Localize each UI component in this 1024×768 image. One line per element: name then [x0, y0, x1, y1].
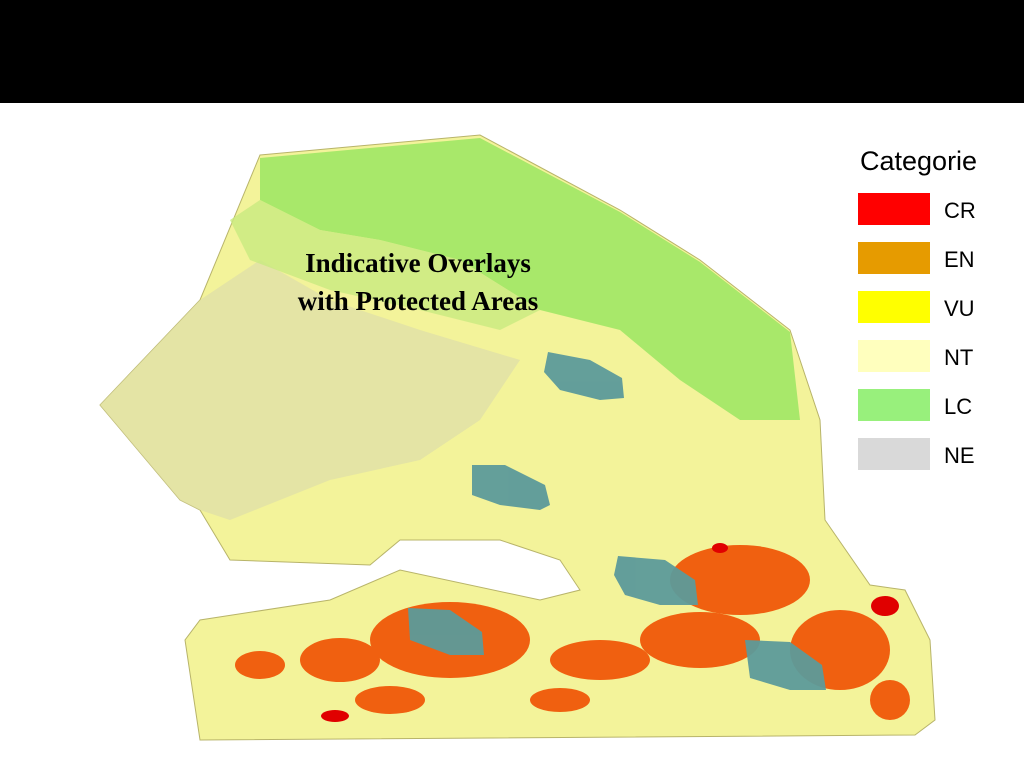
legend-label: NE	[944, 443, 975, 468]
legend-swatch	[858, 242, 930, 274]
legend-swatch	[858, 193, 930, 225]
cr-patches	[321, 543, 899, 722]
top-bar	[0, 0, 1024, 103]
lc-zone	[260, 138, 800, 420]
legend: CR EN VU NT LC NE	[858, 193, 976, 470]
legend-label: VU	[944, 296, 975, 321]
ne-zone	[100, 260, 520, 520]
map-title-line: with Protected Areas	[298, 286, 538, 316]
legend-label: EN	[944, 247, 975, 272]
protected-areas	[408, 352, 826, 690]
legend-title: Categorie	[860, 146, 977, 176]
lc-zone-light	[230, 200, 540, 330]
legend-swatch	[858, 389, 930, 421]
map	[99, 134, 936, 741]
legend-swatch	[858, 438, 930, 470]
map-title-line: Indicative Overlays	[305, 248, 531, 278]
legend-label: NT	[944, 345, 973, 370]
legend-label: LC	[944, 394, 972, 419]
legend-swatch	[858, 340, 930, 372]
legend-label: CR	[944, 198, 976, 223]
legend-swatch	[858, 291, 930, 323]
